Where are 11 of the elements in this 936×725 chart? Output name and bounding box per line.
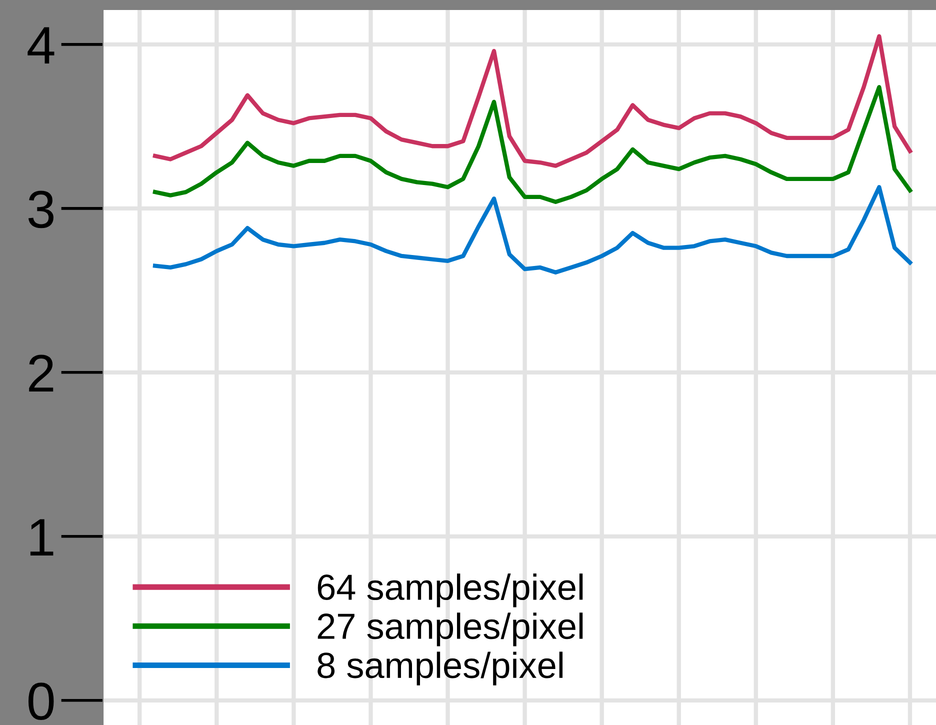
y-tick-label: 1 [30, 519, 54, 556]
y-tick-label: 2 [29, 354, 54, 392]
y-tick-label: 3 [28, 190, 54, 228]
y-tick-label: 0 [28, 682, 54, 720]
y-tick-label: 4 [28, 27, 54, 64]
legend-label: 27 samples/pixel [318, 612, 583, 646]
line-series [152, 185, 912, 274]
line-series [152, 84, 912, 204]
legend-label: 8 samples/pixel [318, 652, 563, 686]
legend-label: 64 samples/pixel [318, 574, 583, 608]
line-series [152, 34, 912, 168]
